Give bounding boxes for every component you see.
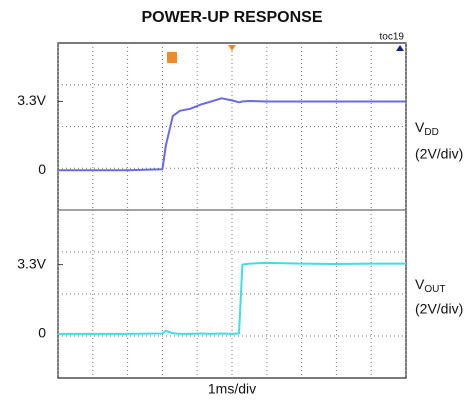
- series-scale: (2V/div): [415, 146, 463, 162]
- series-scale: (2V/div): [415, 301, 463, 317]
- y-tick-label: 3.3V: [17, 92, 46, 108]
- series-label: VDD: [415, 119, 439, 138]
- series-label-main: V: [415, 119, 425, 135]
- series-label: VOUT: [415, 276, 445, 295]
- trace: [58, 261, 406, 335]
- note: toc19: [380, 32, 405, 43]
- y-tick-label: 0: [38, 161, 46, 177]
- series-label-sub: OUT: [424, 284, 445, 295]
- trigger-marker: [167, 52, 177, 63]
- trigger-level: [396, 45, 404, 51]
- y-tick-label: 3.3V: [17, 255, 46, 271]
- chart-title: POWER-UP RESPONSE: [141, 9, 322, 26]
- series-label-main: V: [415, 276, 425, 292]
- y-tick-label: 0: [38, 325, 46, 341]
- x-axis-label: 1ms/div: [208, 381, 256, 397]
- trace: [58, 97, 406, 172]
- series-label-sub: DD: [424, 127, 438, 138]
